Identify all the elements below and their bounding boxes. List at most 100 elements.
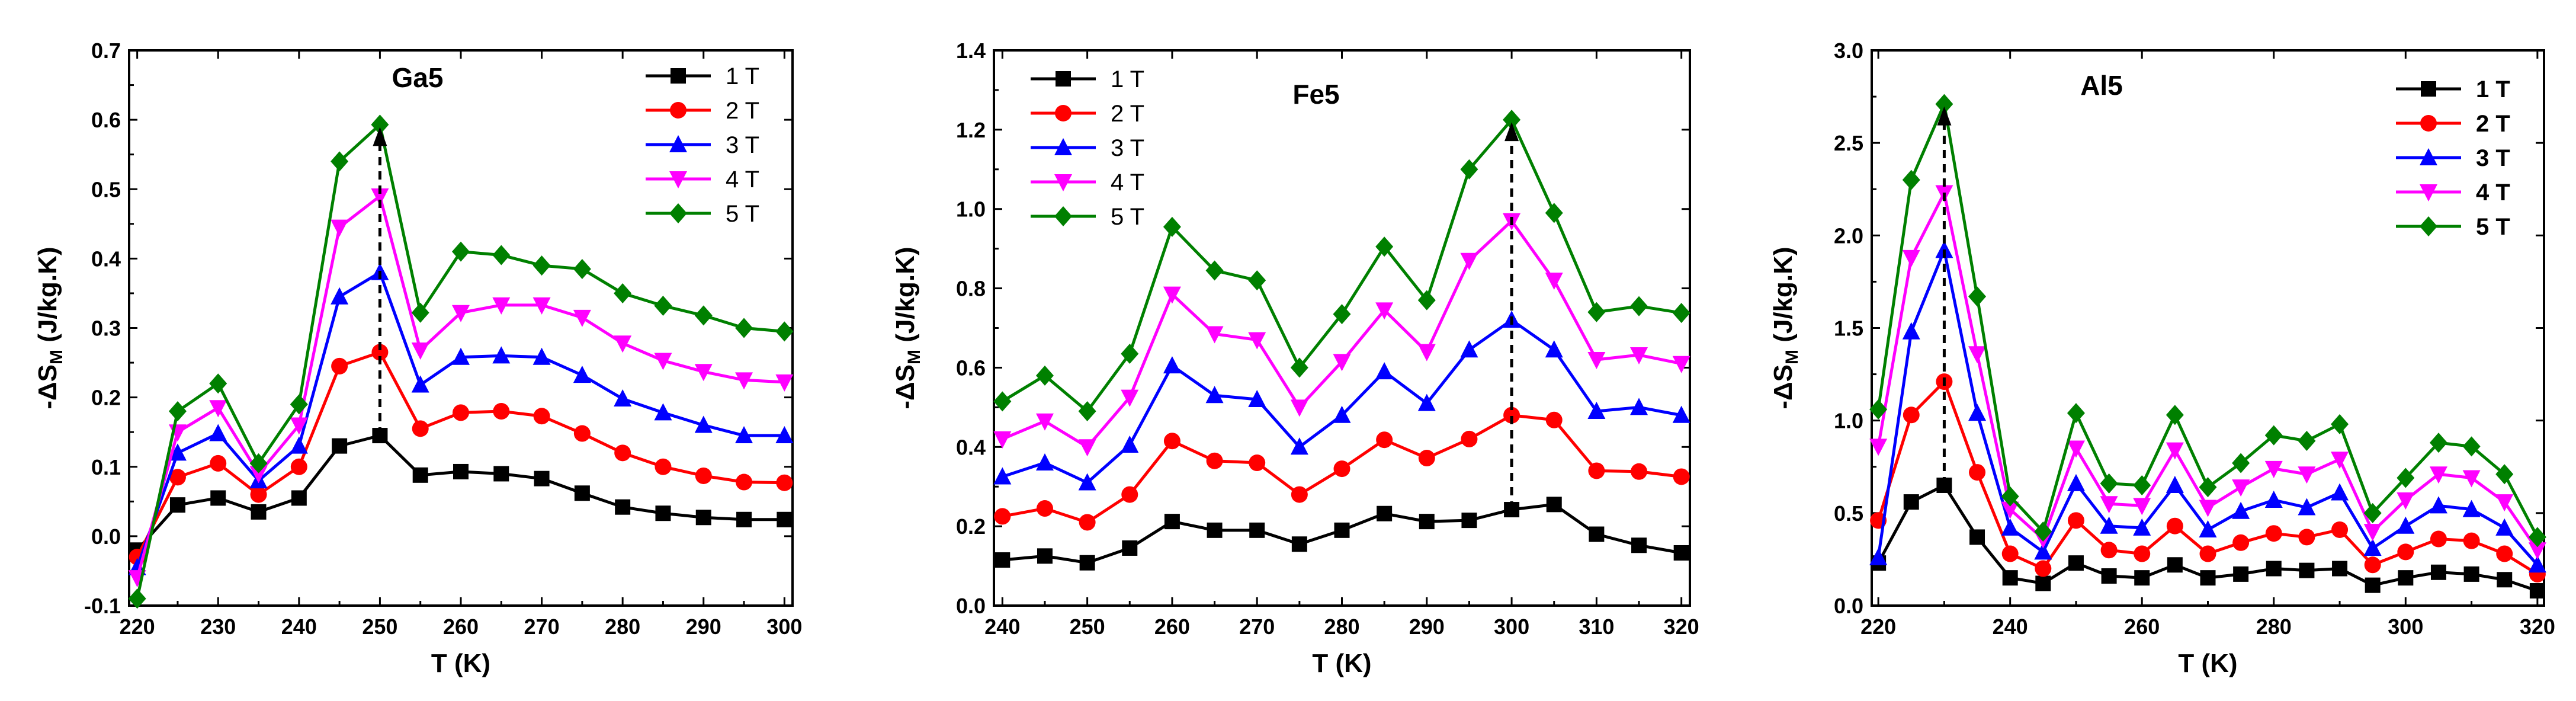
data-point — [1460, 159, 1478, 180]
data-point — [1035, 413, 1054, 431]
legend: 1 T 2 T 3 T 4 T 5 T — [2396, 76, 2510, 240]
data-point — [210, 454, 227, 472]
data-point — [2067, 440, 2085, 458]
data-point — [2166, 475, 2184, 493]
data-point — [1207, 522, 1223, 538]
y-tick-label: 0.2 — [956, 514, 986, 539]
legend: 1 T 2 T 3 T 4 T 5 T — [646, 63, 759, 227]
y-tick-label: 3.0 — [1834, 39, 1863, 63]
arrow-head — [1937, 106, 1952, 126]
data-point — [2232, 501, 2250, 519]
data-point — [2331, 414, 2349, 434]
x-tick-label: 270 — [524, 614, 560, 639]
data-point — [2462, 436, 2481, 457]
data-point — [1968, 404, 1987, 421]
data-point — [2133, 518, 2151, 536]
y-axis-title: -ΔSM (J/kg.K) — [1769, 247, 1802, 409]
data-point — [250, 486, 267, 503]
data-point — [291, 490, 307, 506]
legend-marker — [1055, 105, 1072, 121]
legend-label: 5 T — [2476, 214, 2510, 240]
y-tick-label: 0.8 — [956, 277, 986, 301]
x-tick-label: 250 — [1070, 614, 1105, 639]
legend-label: 2 T — [1111, 101, 1144, 127]
x-tick-label: 280 — [605, 614, 640, 639]
legend: 1 T 2 T 3 T 4 T 5 T — [1031, 66, 1144, 230]
data-point — [2133, 498, 2151, 516]
y-tick-label: 0.5 — [91, 177, 121, 201]
data-point — [1968, 346, 1987, 364]
data-point — [1334, 522, 1350, 538]
data-point — [1079, 555, 1095, 571]
data-point — [2001, 518, 2019, 536]
data-point — [2067, 473, 2085, 491]
y-tick-label: 0.2 — [91, 386, 121, 410]
data-point — [2199, 545, 2216, 562]
data-point — [1205, 326, 1224, 344]
y-tick-label: 0.3 — [91, 316, 121, 341]
x-tick-label: 320 — [2520, 614, 2555, 639]
x-tick-label: 280 — [2256, 614, 2292, 639]
data-point — [1903, 494, 1919, 510]
data-point — [1460, 252, 1478, 270]
data-point — [2035, 560, 2052, 577]
data-point — [411, 302, 429, 323]
data-point — [2331, 483, 2349, 501]
legend-marker — [2420, 184, 2437, 201]
data-point — [775, 321, 794, 342]
data-point — [1248, 270, 1266, 291]
data-point — [777, 511, 793, 527]
data-point — [1375, 236, 1394, 257]
x-axis-title: T (K) — [2178, 649, 2237, 678]
legend-label: 1 T — [1111, 66, 1144, 92]
data-point — [169, 497, 185, 513]
data-point — [1290, 399, 1308, 417]
data-point — [994, 508, 1011, 525]
data-point — [1935, 241, 1953, 258]
data-point — [1461, 513, 1477, 529]
data-point — [2002, 570, 2018, 586]
panel-title: Fe5 — [1292, 79, 1339, 110]
data-point — [2495, 494, 2514, 512]
x-tick-label: 290 — [686, 614, 721, 639]
legend-label: 4 T — [1111, 169, 1144, 196]
data-point — [1545, 340, 1563, 358]
data-point — [1163, 433, 1180, 450]
series-line-2t — [136, 350, 785, 558]
x-tick-label: 220 — [120, 614, 155, 639]
legend-marker — [2421, 81, 2436, 97]
data-point — [2463, 532, 2480, 549]
data-point — [2298, 529, 2315, 546]
data-point — [1902, 169, 1920, 190]
x-tick-label: 250 — [362, 614, 397, 639]
data-point — [2365, 577, 2381, 593]
data-point — [2034, 521, 2052, 542]
y-axis-title: -ΔSM (J/kg.K) — [33, 247, 66, 409]
data-point — [2232, 479, 2250, 497]
x-tick-label: 320 — [1664, 614, 1699, 639]
y-tick-label: -0.1 — [84, 594, 121, 618]
data-point — [614, 444, 631, 462]
data-point — [2199, 500, 2217, 517]
data-point — [1589, 526, 1605, 542]
data-point — [1545, 203, 1563, 223]
data-point — [2101, 568, 2117, 584]
data-point — [775, 426, 794, 444]
data-point — [1205, 386, 1224, 404]
data-point — [1205, 260, 1224, 281]
data-point — [735, 372, 753, 390]
x-tick-label: 270 — [1239, 614, 1275, 639]
data-point — [210, 490, 226, 506]
data-point — [2067, 512, 2084, 529]
legend-label: 4 T — [726, 167, 759, 193]
data-point — [209, 400, 227, 418]
data-point — [1248, 389, 1266, 407]
data-point — [453, 463, 469, 479]
data-point — [1163, 356, 1181, 374]
legend-marker — [2420, 115, 2437, 132]
data-point — [2232, 453, 2250, 473]
data-point — [1375, 362, 1394, 380]
data-point — [573, 309, 591, 327]
y-tick-label: 1.0 — [956, 197, 986, 222]
data-point — [2331, 452, 2349, 469]
